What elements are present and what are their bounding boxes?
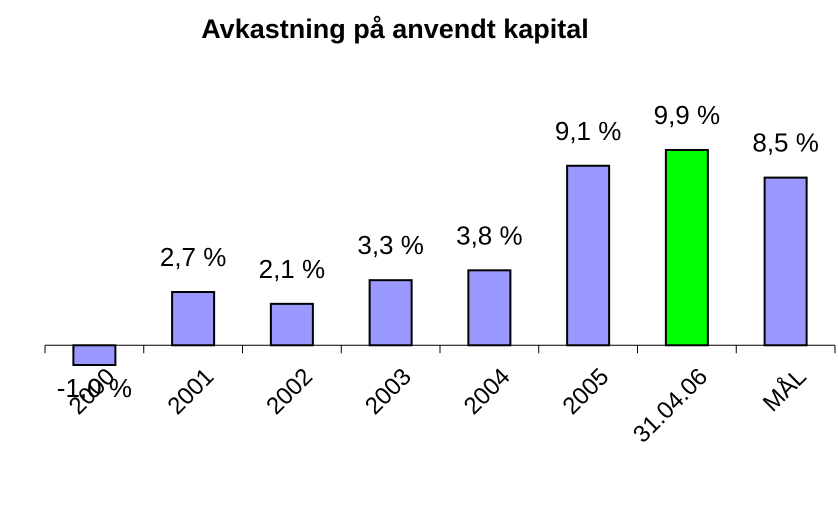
chart-title: Avkastning på anvendt kapital bbox=[201, 14, 589, 44]
x-tick-label: 2001 bbox=[163, 363, 220, 420]
value-label: 3,8 % bbox=[456, 220, 523, 250]
bar bbox=[664, 149, 709, 347]
x-tick-label: MÅL bbox=[757, 362, 812, 417]
bar bbox=[368, 279, 413, 347]
value-label: 9,1 % bbox=[555, 116, 622, 146]
bar bbox=[467, 269, 512, 347]
bar bbox=[763, 176, 808, 347]
value-label: 9,9 % bbox=[654, 100, 721, 130]
x-tick-label: 2005 bbox=[558, 363, 615, 420]
value-label: 3,3 % bbox=[357, 230, 424, 260]
bar bbox=[566, 164, 611, 347]
value-label: -1,0 % bbox=[57, 373, 132, 403]
bar bbox=[269, 302, 314, 347]
value-label: 2,7 % bbox=[160, 242, 227, 272]
value-label: 2,1 % bbox=[259, 254, 326, 284]
value-label: 8,5 % bbox=[752, 128, 819, 158]
bar bbox=[72, 344, 117, 367]
x-tick-label: 2002 bbox=[261, 363, 318, 420]
x-tick-label: 2004 bbox=[459, 363, 516, 420]
x-tick-label: 31.04.06 bbox=[628, 363, 713, 448]
x-tick-label: 2003 bbox=[360, 363, 417, 420]
bar bbox=[171, 291, 216, 347]
